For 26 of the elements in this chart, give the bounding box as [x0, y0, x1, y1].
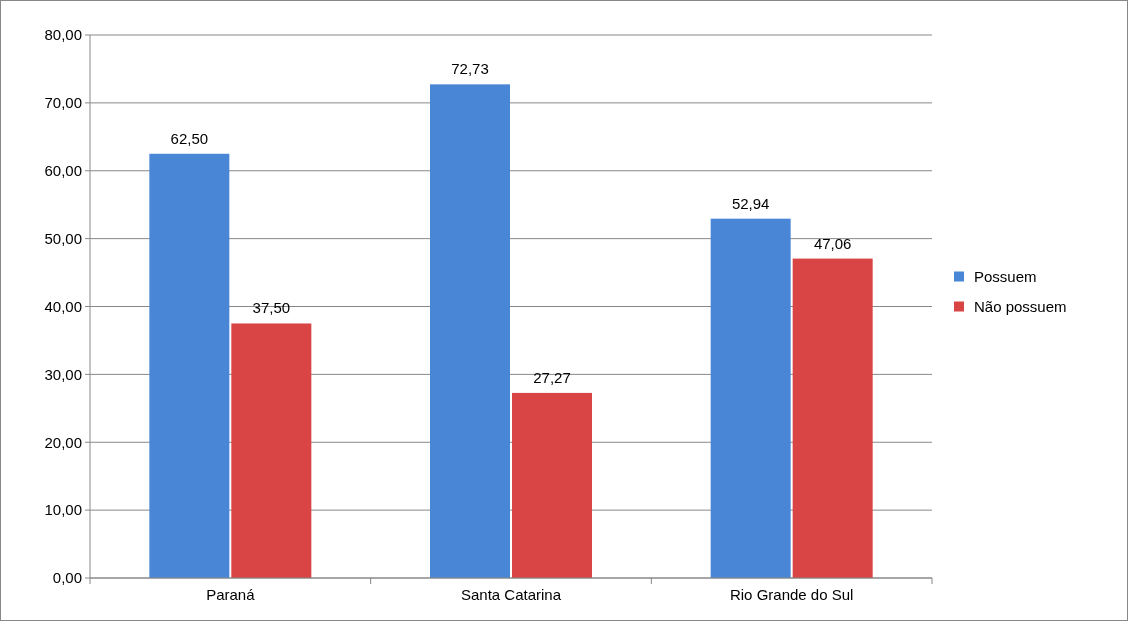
data-label: 52,94	[731, 194, 770, 212]
y-tick-label: 40,00	[44, 297, 82, 315]
y-tick-label: 50,00	[44, 229, 82, 247]
legend-label: Possuem	[974, 267, 1037, 285]
bar	[430, 84, 510, 578]
data-label: 47,06	[813, 234, 852, 252]
y-tick-label: 80,00	[44, 26, 82, 44]
bar	[792, 258, 873, 578]
y-tick-label: 60,00	[44, 162, 82, 179]
y-tick-label: 10,00	[44, 501, 82, 519]
bar	[231, 323, 312, 578]
data-label: 72,73	[451, 60, 489, 78]
legend-label: Não possuem	[974, 297, 1067, 315]
x-tick-label: Rio Grande do Sul	[729, 586, 854, 603]
x-tick-label: Santa Catarina	[460, 586, 562, 603]
data-label: 37,50	[252, 299, 291, 317]
y-tick-label: 20,00	[44, 433, 82, 451]
y-tick-label: 70,00	[44, 94, 82, 112]
y-tick-label: 0,00	[52, 569, 82, 587]
data-label: 62,50	[170, 129, 209, 147]
y-tick-label: 30,00	[44, 365, 82, 383]
x-tick-label: Paraná	[206, 586, 256, 603]
bar	[512, 392, 592, 578]
bar	[710, 218, 791, 578]
bar	[149, 153, 230, 578]
data-label: 27,27	[533, 368, 571, 386]
